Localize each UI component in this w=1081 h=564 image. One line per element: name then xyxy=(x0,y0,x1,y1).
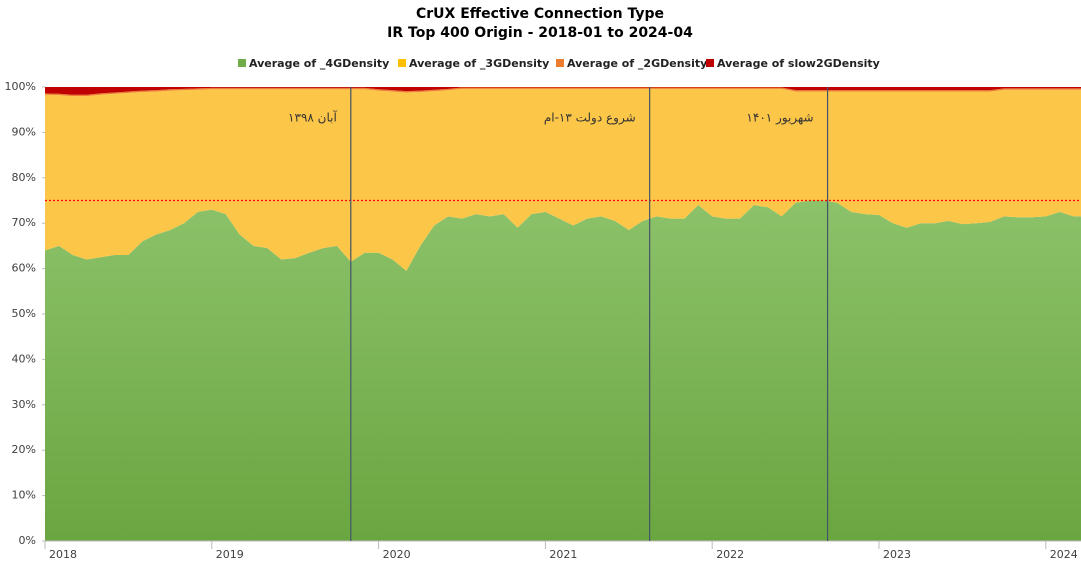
area xyxy=(45,200,1081,541)
y-tick-label: 40% xyxy=(12,352,36,365)
y-tick-label: 50% xyxy=(12,307,36,320)
y-tick-label: 60% xyxy=(12,262,36,275)
y-tick-label: 70% xyxy=(12,216,36,229)
x-tick-label: 2024 xyxy=(1050,548,1078,561)
y-tick-label: 10% xyxy=(12,489,36,502)
legend-swatch xyxy=(238,59,246,67)
chart-title: CrUX Effective Connection Type xyxy=(416,6,664,22)
legend-label: Average of slow2GDensity xyxy=(717,57,880,70)
legend-label: Average of _3GDensity xyxy=(409,57,549,70)
y-tick-label: 30% xyxy=(12,398,36,411)
x-tick-label: 2023 xyxy=(883,548,911,561)
x-tick-label: 2018 xyxy=(49,548,77,561)
y-tick-label: 90% xyxy=(12,125,36,138)
x-tick-label: 2021 xyxy=(549,548,577,561)
x-tick-label: 2022 xyxy=(716,548,744,561)
legend-swatch xyxy=(556,59,564,67)
annotation-label: شهریور ۱۴۰۱ xyxy=(746,111,813,126)
legend-swatch xyxy=(706,59,714,67)
y-tick-label: 20% xyxy=(12,443,36,456)
y-tick-label: 80% xyxy=(12,171,36,184)
area xyxy=(45,87,1081,95)
legend-swatch xyxy=(398,59,406,67)
legend-label: Average of _2GDensity xyxy=(567,57,707,70)
legend-label: Average of _4GDensity xyxy=(249,57,389,70)
plot-area xyxy=(45,87,1081,541)
chart-subtitle: IR Top 400 Origin - 2018-01 to 2024-04 xyxy=(387,25,693,41)
y-tick-label: 0% xyxy=(19,534,36,547)
annotation-label: آبان ۱۳۹۸ xyxy=(288,110,337,125)
annotation-label: شروع دولت ۱۳-ام xyxy=(544,111,636,126)
y-tick-label: 100% xyxy=(5,80,36,93)
area xyxy=(45,88,1081,271)
x-tick-label: 2020 xyxy=(383,548,411,561)
x-tick-label: 2019 xyxy=(216,548,244,561)
